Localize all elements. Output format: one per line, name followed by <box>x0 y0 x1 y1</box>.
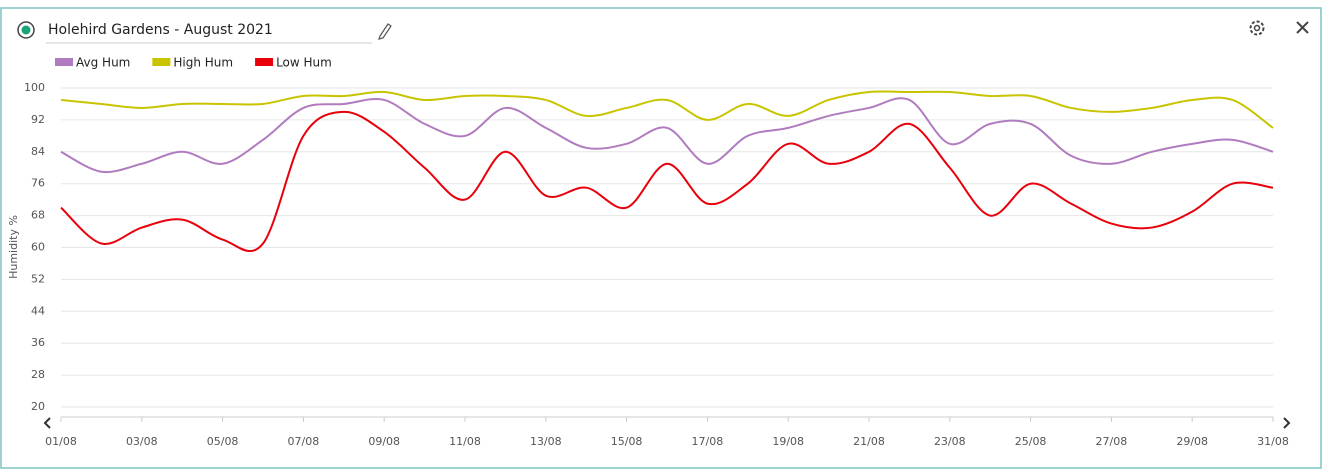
y-tick-label: 84 <box>31 145 45 158</box>
line-series <box>60 110 1274 252</box>
y-tick-label: 68 <box>31 209 45 222</box>
y-tick-label: 100 <box>24 81 45 94</box>
x-tick-label: 15/08 <box>611 435 643 448</box>
x-tick-label: 03/08 <box>126 435 158 448</box>
x-tick-label: 13/08 <box>530 435 562 448</box>
x-tick-label: 01/08 <box>45 435 77 448</box>
x-tick-label: 31/08 <box>1257 435 1289 448</box>
y-tick-label: 76 <box>31 177 45 190</box>
x-tick-label: 19/08 <box>772 435 804 448</box>
x-tick-label: 23/08 <box>934 435 966 448</box>
edit-icon[interactable] <box>378 23 392 40</box>
y-tick-label: 60 <box>31 241 45 254</box>
status-dot <box>21 25 31 35</box>
legend-label: High Hum <box>173 56 233 70</box>
legend-swatch <box>55 58 73 66</box>
legend-label: Avg Hum <box>76 56 130 70</box>
next-arrow[interactable] <box>1283 417 1291 429</box>
x-tick-label: 11/08 <box>449 435 481 448</box>
chart-title: Holehird Gardens - August 2021 <box>48 22 273 38</box>
panel <box>0 7 1322 469</box>
legend-swatch <box>255 58 274 66</box>
x-tick-label: 25/08 <box>1015 435 1047 448</box>
x-tick-label: 21/08 <box>853 435 885 448</box>
x-tick-label: 07/08 <box>288 435 320 448</box>
settings-icon[interactable] <box>1249 20 1265 36</box>
x-tick-label: 17/08 <box>692 435 724 448</box>
y-tick-label: 20 <box>31 400 45 413</box>
y-tick-label: 36 <box>31 336 45 349</box>
prev-arrow[interactable] <box>43 417 51 429</box>
x-tick-label: 05/08 <box>207 435 239 448</box>
x-tick-label: 29/08 <box>1176 435 1208 448</box>
line-series <box>60 90 1274 129</box>
close-icon[interactable] <box>1296 21 1309 34</box>
x-tick-label: 09/08 <box>368 435 400 448</box>
y-tick-label: 92 <box>31 113 45 126</box>
y-axis-label: Humidity % <box>7 215 20 279</box>
x-tick-label: 27/08 <box>1096 435 1128 448</box>
legend-label: Low Hum <box>276 56 332 70</box>
line-series <box>60 97 1274 174</box>
y-tick-label: 44 <box>31 304 45 317</box>
y-tick-label: 28 <box>31 368 45 381</box>
legend-swatch <box>152 58 171 66</box>
y-tick-label: 52 <box>31 272 45 285</box>
